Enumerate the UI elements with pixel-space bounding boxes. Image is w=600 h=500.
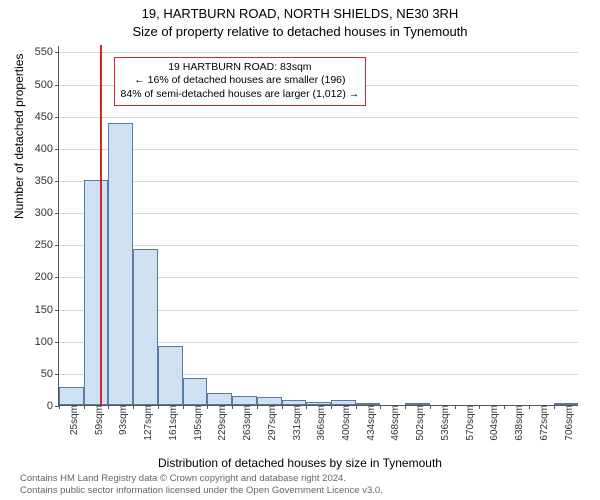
x-tick-mark: [504, 405, 505, 409]
annotation-line: ← 16% of detached houses are smaller (19…: [121, 74, 360, 88]
x-tick-mark: [430, 405, 431, 409]
y-tick-mark: [55, 117, 59, 118]
x-tick-label: 331sqm: [286, 405, 303, 441]
x-tick-label: 93sqm: [112, 405, 129, 435]
x-tick-mark: [306, 405, 307, 409]
y-tick-mark: [55, 52, 59, 53]
histogram-bar: [133, 249, 158, 405]
footer-attribution: Contains HM Land Registry data © Crown c…: [20, 473, 383, 496]
x-tick-label: 366sqm: [310, 405, 327, 441]
x-tick-mark: [257, 405, 258, 409]
footer-line: Contains HM Land Registry data © Crown c…: [20, 473, 383, 484]
annotation-line: 19 HARTBURN ROAD: 83sqm: [121, 61, 360, 75]
y-tick-mark: [55, 85, 59, 86]
annotation-box: 19 HARTBURN ROAD: 83sqm ← 16% of detache…: [114, 57, 367, 106]
x-tick-mark: [158, 405, 159, 409]
x-tick-label: 25sqm: [63, 405, 80, 435]
x-tick-label: 127sqm: [137, 405, 154, 441]
chart-container: 19, HARTBURN ROAD, NORTH SHIELDS, NE30 3…: [0, 0, 600, 500]
x-tick-label: 195sqm: [187, 405, 204, 441]
x-tick-label: 434sqm: [360, 405, 377, 441]
x-tick-label: 638sqm: [508, 405, 525, 441]
x-tick-mark: [59, 405, 60, 409]
x-tick-label: 536sqm: [434, 405, 451, 441]
x-tick-mark: [133, 405, 134, 409]
x-tick-label: 502sqm: [409, 405, 426, 441]
x-tick-mark: [479, 405, 480, 409]
x-tick-mark: [405, 405, 406, 409]
x-tick-mark: [108, 405, 109, 409]
histogram-bar: [257, 397, 282, 405]
annotation-line: 84% of semi-detached houses are larger (…: [121, 88, 360, 102]
x-tick-mark: [356, 405, 357, 409]
reference-line: [100, 45, 102, 405]
x-tick-label: 400sqm: [335, 405, 352, 441]
x-tick-label: 263sqm: [236, 405, 253, 441]
y-tick-mark: [55, 149, 59, 150]
gridline: [59, 117, 578, 118]
gridline: [59, 245, 578, 246]
x-tick-mark: [207, 405, 208, 409]
x-tick-mark: [455, 405, 456, 409]
x-axis-label: Distribution of detached houses by size …: [0, 456, 600, 470]
x-tick-mark: [232, 405, 233, 409]
plot-area: 050100150200250300350400450500550 19 HAR…: [58, 46, 578, 406]
y-axis-label: Number of detached properties: [12, 54, 26, 219]
gridline: [59, 149, 578, 150]
x-tick-label: 570sqm: [459, 405, 476, 441]
histogram-bar: [84, 180, 109, 405]
histogram-bar: [232, 396, 257, 405]
x-tick-mark: [554, 405, 555, 409]
x-tick-label: 161sqm: [162, 405, 179, 441]
gridline: [59, 213, 578, 214]
x-tick-mark: [529, 405, 530, 409]
chart-title-line2: Size of property relative to detached ho…: [0, 24, 600, 39]
chart-title-line1: 19, HARTBURN ROAD, NORTH SHIELDS, NE30 3…: [0, 6, 600, 21]
x-tick-mark: [331, 405, 332, 409]
y-tick-mark: [55, 374, 59, 375]
y-tick-mark: [55, 181, 59, 182]
x-tick-label: 468sqm: [384, 405, 401, 441]
histogram-bar: [59, 387, 84, 405]
x-tick-mark: [183, 405, 184, 409]
y-tick-mark: [55, 277, 59, 278]
histogram-bar: [183, 378, 208, 405]
y-tick-mark: [55, 342, 59, 343]
histogram-bar: [108, 123, 133, 405]
x-tick-label: 59sqm: [88, 405, 105, 435]
x-tick-mark: [282, 405, 283, 409]
gridline: [59, 181, 578, 182]
footer-line: Contains public sector information licen…: [20, 485, 383, 496]
gridline: [59, 52, 578, 53]
x-tick-label: 229sqm: [211, 405, 228, 441]
histogram-bar: [158, 346, 183, 405]
y-tick-mark: [55, 245, 59, 246]
x-tick-label: 604sqm: [483, 405, 500, 441]
histogram-bar: [207, 393, 232, 405]
x-tick-label: 297sqm: [261, 405, 278, 441]
x-tick-mark: [84, 405, 85, 409]
x-tick-mark: [380, 405, 381, 409]
x-tick-label: 672sqm: [533, 405, 550, 441]
y-tick-mark: [55, 310, 59, 311]
y-tick-mark: [55, 213, 59, 214]
x-tick-label: 706sqm: [558, 405, 575, 441]
